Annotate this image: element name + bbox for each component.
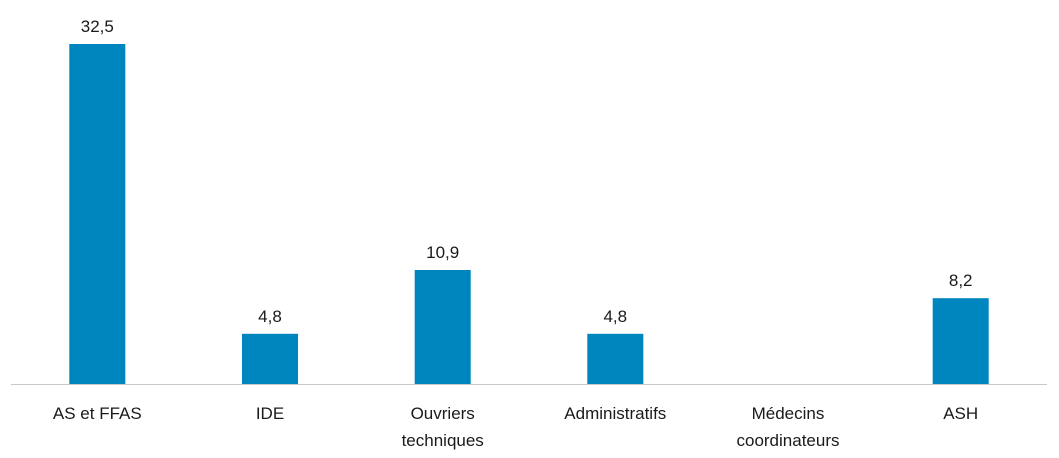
- value-labels-group: 32,5 4,8 10,9 4,8 8,2: [81, 17, 973, 326]
- category-tick-label: AS et FFAS: [53, 404, 142, 423]
- category-tick-label: Administratifs: [564, 404, 666, 423]
- category-tick-label: Ouvriers: [411, 404, 475, 423]
- bar: [587, 333, 644, 384]
- category-tick-label: coordinateurs: [736, 431, 839, 450]
- category-tick-label: techniques: [402, 431, 484, 450]
- category-tick-label: ASH: [943, 404, 978, 423]
- bar: [69, 44, 126, 384]
- category-tick-label: Médecins: [752, 404, 825, 423]
- data-label: 4,8: [258, 307, 282, 326]
- data-label: 10,9: [426, 243, 459, 262]
- bar: [242, 333, 298, 384]
- category-labels-group: AS et FFAS IDE Ouvriers techniques Administr…: [53, 404, 978, 450]
- data-label: 32,5: [81, 17, 114, 36]
- bar: [932, 298, 989, 384]
- category-tick-label: IDE: [256, 404, 284, 423]
- bar: [414, 270, 471, 384]
- bars-group: [69, 44, 989, 384]
- data-label: 8,2: [949, 271, 973, 290]
- data-label: 4,8: [603, 307, 627, 326]
